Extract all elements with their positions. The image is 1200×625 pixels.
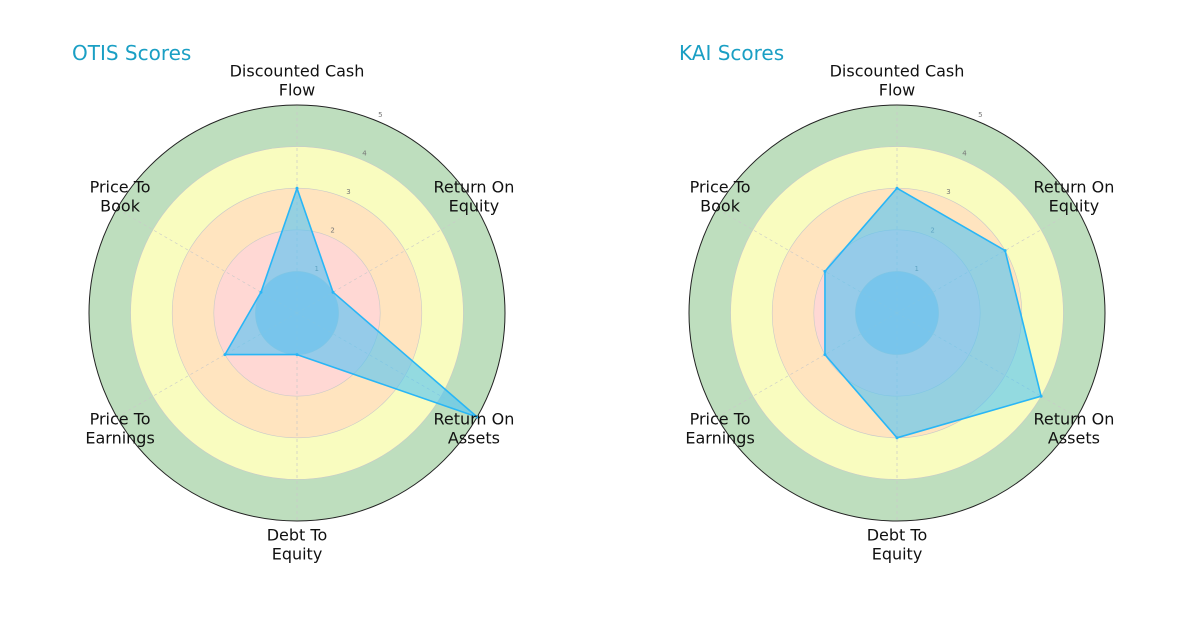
axis-label-line: Return On [433, 410, 514, 429]
axis-label: Price To Earnings [85, 410, 154, 448]
axis-label-line: Equity [1049, 197, 1100, 216]
axis-label: Return On Equity [1033, 178, 1114, 216]
axis-label: Price To Earnings [685, 410, 754, 448]
axis-label: Debt To Equity [867, 526, 928, 564]
axis-label: Price To Book [690, 178, 751, 216]
axis-label-line: Discounted Cash [230, 62, 365, 81]
axis-label-line: Earnings [685, 429, 754, 448]
radial-tick-label: 2 [330, 226, 334, 234]
axis-label-line: Book [100, 197, 141, 216]
radial-tick-label: 5 [978, 111, 982, 119]
radial-tick-label: 4 [362, 150, 367, 158]
axis-label: Return On Assets [1033, 410, 1114, 448]
axis-label: Return On Equity [433, 178, 514, 216]
axis-label: Return On Assets [433, 410, 514, 448]
grid-spoke [296, 208, 478, 314]
data-point [1039, 394, 1043, 398]
grid-spoke [716, 312, 898, 418]
radial-tick-label: 3 [946, 188, 950, 196]
axis-label: Price To Book [90, 178, 151, 216]
data-point [1003, 249, 1007, 253]
radial-tick-label: 3 [346, 188, 350, 196]
axis-label-line: Return On [1033, 410, 1114, 429]
axis-label-line: Price To [690, 178, 751, 197]
axis-label-line: Assets [448, 429, 500, 448]
grid-ring-4 [730, 146, 1064, 480]
axis-label-line: Price To [90, 178, 151, 197]
axis-label-line: Flow [879, 81, 916, 100]
data-point [295, 353, 299, 357]
data-point [895, 436, 899, 440]
chart-title: KAI Scores [679, 41, 784, 65]
data-point [823, 269, 827, 273]
axis-label-line: Flow [279, 81, 316, 100]
axis-label: Discounted Cash Flow [230, 62, 365, 100]
axis-label-line: Book [700, 197, 741, 216]
axis-label-line: Debt To [267, 526, 328, 545]
axis-label-line: Equity [272, 545, 323, 564]
radial-tick-label: 4 [962, 150, 967, 158]
axis-label-line: Debt To [867, 526, 928, 545]
data-point [331, 290, 335, 294]
grid-spoke [116, 208, 298, 314]
axis-label-line: Equity [872, 545, 923, 564]
axis-label-line: Earnings [85, 429, 154, 448]
axis-label-line: Assets [1048, 429, 1100, 448]
data-point [475, 415, 479, 419]
axis-label-line: Return On [433, 178, 514, 197]
grid-spoke [716, 208, 898, 314]
axis-label: Debt To Equity [267, 526, 328, 564]
radar-outer-frame [88, 104, 506, 522]
data-point [823, 353, 827, 357]
axis-label-line: Discounted Cash [830, 62, 965, 81]
axis-label: Discounted Cash Flow [830, 62, 965, 100]
radar-outer-frame [688, 104, 1106, 522]
radial-tick-label: 5 [378, 111, 382, 119]
chart-title: OTIS Scores [72, 41, 191, 65]
axis-label-line: Return On [1033, 178, 1114, 197]
grid-spoke [116, 312, 298, 418]
axis-label-line: Equity [449, 197, 500, 216]
data-point [295, 186, 299, 190]
grid-ring-4 [130, 146, 464, 480]
data-point [223, 353, 227, 357]
axis-label-line: Price To [90, 410, 151, 429]
axis-label-line: Price To [690, 410, 751, 429]
data-point [259, 290, 263, 294]
data-point [895, 186, 899, 190]
